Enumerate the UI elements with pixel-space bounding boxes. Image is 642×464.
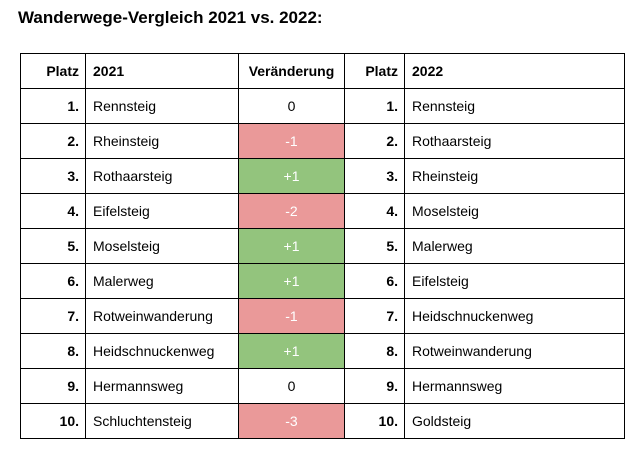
rank-2021-cell: 1. bbox=[20, 88, 86, 124]
change-cell: +1 bbox=[238, 333, 345, 369]
trail-2021-cell: Rotweinwanderung bbox=[85, 298, 239, 334]
rank-2022-cell: 10. bbox=[344, 403, 405, 439]
rank-2022-cell: 2. bbox=[344, 123, 405, 159]
table-row: 9. Hermannsweg 0 9. Hermannsweg bbox=[20, 368, 625, 404]
rank-2021-cell: 10. bbox=[20, 403, 86, 439]
rank-2022-cell: 6. bbox=[344, 263, 405, 299]
page-title: Wanderwege-Vergleich 2021 vs. 2022: bbox=[18, 8, 323, 27]
trail-2022-cell: Rheinsteig bbox=[404, 158, 625, 194]
trail-2021-cell: Malerweg bbox=[85, 263, 239, 299]
header-rank-2021: Platz bbox=[20, 53, 86, 89]
trail-2022-cell: Malerweg bbox=[404, 228, 625, 264]
header-rank-2022: Platz bbox=[344, 53, 405, 89]
table-body: 1. Rennsteig 0 1. Rennsteig 2. Rheinsteig -1 2. R… bbox=[20, 88, 625, 439]
rank-2021-cell: 5. bbox=[20, 228, 86, 264]
trail-2022-cell: Rennsteig bbox=[404, 88, 625, 124]
rank-2022-cell: 8. bbox=[344, 333, 405, 369]
trail-2021-cell: Rennsteig bbox=[85, 88, 239, 124]
comparison-table: Platz 2021 Veränderung Platz 2022 1. Renn… bbox=[20, 53, 625, 439]
rank-2021-cell: 9. bbox=[20, 368, 86, 404]
rank-2022-cell: 5. bbox=[344, 228, 405, 264]
trail-2021-cell: Moselsteig bbox=[85, 228, 239, 264]
table-row: 2. Rheinsteig -1 2. Rothaarsteig bbox=[20, 123, 625, 159]
change-cell: -1 bbox=[238, 123, 345, 159]
trail-2021-cell: Rothaarsteig bbox=[85, 158, 239, 194]
trail-2022-cell: Moselsteig bbox=[404, 193, 625, 229]
change-cell: +1 bbox=[238, 158, 345, 194]
table-row: 6. Malerweg +1 6. Eifelsteig bbox=[20, 263, 625, 299]
trail-2022-cell: Eifelsteig bbox=[404, 263, 625, 299]
trail-2021-cell: Eifelsteig bbox=[85, 193, 239, 229]
table-row: 4. Eifelsteig -2 4. Moselsteig bbox=[20, 193, 625, 229]
rank-2022-cell: 1. bbox=[344, 88, 405, 124]
trail-2022-cell: Heidschnuckenweg bbox=[404, 298, 625, 334]
header-year-2022: 2022 bbox=[404, 53, 625, 89]
trail-2022-cell: Hermannsweg bbox=[404, 368, 625, 404]
change-cell: -3 bbox=[238, 403, 345, 439]
table-row: 7. Rotweinwanderung -1 7. Heidschnuckenweg bbox=[20, 298, 625, 334]
table-row: 10. Schluchtensteig -3 10. Goldsteig bbox=[20, 403, 625, 439]
trail-2021-cell: Heidschnuckenweg bbox=[85, 333, 239, 369]
change-cell: -1 bbox=[238, 298, 345, 334]
trail-2021-cell: Rheinsteig bbox=[85, 123, 239, 159]
rank-2022-cell: 3. bbox=[344, 158, 405, 194]
table-header-row: Platz 2021 Veränderung Platz 2022 bbox=[20, 53, 625, 89]
table-row: 1. Rennsteig 0 1. Rennsteig bbox=[20, 88, 625, 124]
rank-2022-cell: 9. bbox=[344, 368, 405, 404]
rank-2022-cell: 7. bbox=[344, 298, 405, 334]
header-year-2021: 2021 bbox=[85, 53, 239, 89]
table-row: 8. Heidschnuckenweg +1 8. Rotweinwanderung bbox=[20, 333, 625, 369]
trail-2022-cell: Goldsteig bbox=[404, 403, 625, 439]
rank-2021-cell: 2. bbox=[20, 123, 86, 159]
change-cell: -2 bbox=[238, 193, 345, 229]
table-row: 5. Moselsteig +1 5. Malerweg bbox=[20, 228, 625, 264]
rank-2021-cell: 3. bbox=[20, 158, 86, 194]
trail-2022-cell: Rothaarsteig bbox=[404, 123, 625, 159]
rank-2021-cell: 4. bbox=[20, 193, 86, 229]
change-cell: 0 bbox=[238, 368, 345, 404]
header-change: Veränderung bbox=[238, 53, 345, 89]
rank-2021-cell: 7. bbox=[20, 298, 86, 334]
trail-2022-cell: Rotweinwanderung bbox=[404, 333, 625, 369]
change-cell: 0 bbox=[238, 88, 345, 124]
table-row: 3. Rothaarsteig +1 3. Rheinsteig bbox=[20, 158, 625, 194]
trail-2021-cell: Schluchtensteig bbox=[85, 403, 239, 439]
trail-2021-cell: Hermannsweg bbox=[85, 368, 239, 404]
change-cell: +1 bbox=[238, 228, 345, 264]
rank-2022-cell: 4. bbox=[344, 193, 405, 229]
rank-2021-cell: 6. bbox=[20, 263, 86, 299]
rank-2021-cell: 8. bbox=[20, 333, 86, 369]
change-cell: +1 bbox=[238, 263, 345, 299]
